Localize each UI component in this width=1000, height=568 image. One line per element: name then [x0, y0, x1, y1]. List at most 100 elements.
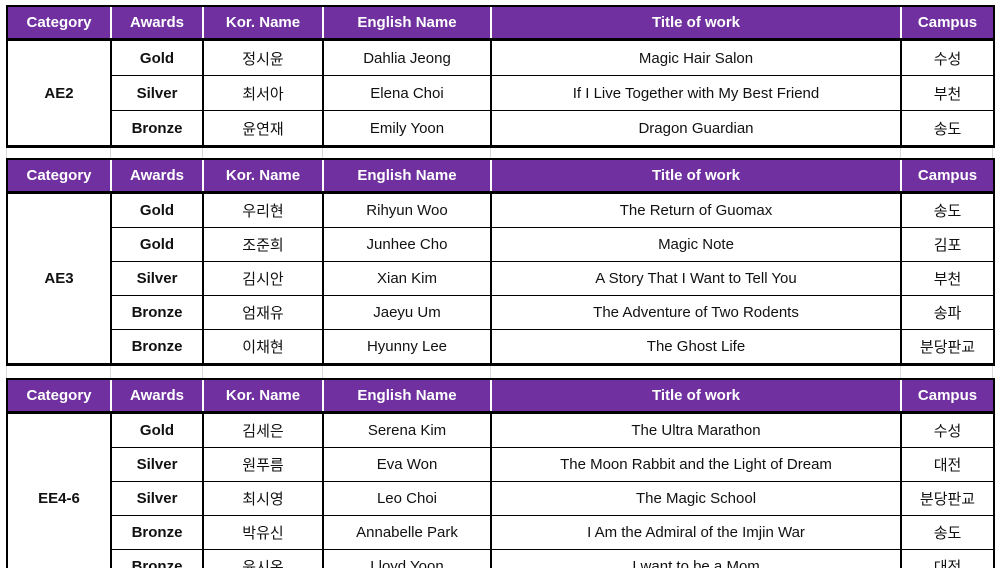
kor-name-cell: 윤시온 [202, 549, 324, 568]
title-cell: A Story That I Want to Tell You [490, 261, 902, 296]
award-cell: Gold [110, 227, 204, 262]
header-row: Category Awards Kor. Name English Name T… [6, 158, 995, 194]
award-cell: Bronze [110, 110, 204, 147]
kor-name-cell: 원푸름 [202, 447, 324, 482]
sheet-gridline-gap [6, 148, 993, 158]
english-name-cell: Annabelle Park [322, 515, 492, 550]
gridline [6, 148, 7, 158]
english-name-cell: Rihyun Woo [322, 192, 492, 228]
table-row: Bronze 이채현 Hyunny Lee The Ghost Life 분당판… [7, 329, 995, 365]
col-header-kor-name: Kor. Name [202, 5, 323, 41]
title-cell: If I Live Together with My Best Friend [490, 75, 902, 111]
gridline [992, 148, 993, 158]
table-row: Bronze 박유신 Annabelle Park I Am the Admir… [7, 515, 995, 550]
title-cell: Magic Note [490, 227, 902, 262]
gridline [900, 148, 901, 158]
english-name-cell: Junhee Cho [322, 227, 492, 262]
gridline [110, 366, 111, 378]
kor-name-cell: 윤연재 [202, 110, 324, 147]
gridline [992, 366, 993, 378]
campus-cell: 분당판교 [900, 329, 995, 365]
title-cell: The Ultra Marathon [490, 412, 902, 448]
award-cell: Silver [110, 447, 204, 482]
kor-name-cell: 이채현 [202, 329, 324, 365]
col-header-campus: Campus [900, 158, 995, 194]
kor-name-cell: 조준희 [202, 227, 324, 262]
title-cell: The Adventure of Two Rodents [490, 295, 902, 330]
english-name-cell: Xian Kim [322, 261, 492, 296]
col-header-english-name: English Name [322, 378, 491, 414]
awards-table-ae2: Category Awards Kor. Name English Name T… [6, 5, 995, 148]
col-header-kor-name: Kor. Name [202, 158, 323, 194]
category-cell: AE3 [6, 192, 112, 365]
col-header-awards: Awards [110, 5, 203, 41]
kor-name-cell: 우리현 [202, 192, 324, 228]
table-row: AE2 Gold 정시윤 Dahlia Jeong Magic Hair Sal… [6, 39, 995, 147]
col-header-category: Category [6, 378, 111, 414]
gridline [202, 366, 203, 378]
col-header-title-of-work: Title of work [490, 378, 901, 414]
col-header-awards: Awards [110, 378, 203, 414]
award-cell: Gold [110, 412, 204, 448]
gridline [110, 148, 111, 158]
campus-cell: 김포 [900, 227, 995, 262]
table-row: Silver 원푸름 Eva Won The Moon Rabbit and t… [7, 447, 995, 482]
award-cell: Bronze [110, 329, 204, 365]
title-cell: I Am the Admiral of the Imjin War [490, 515, 902, 550]
col-header-campus: Campus [900, 378, 995, 414]
english-name-cell: Dahlia Jeong [322, 39, 492, 76]
col-header-category: Category [6, 158, 111, 194]
award-cell: Gold [110, 192, 204, 228]
campus-cell: 수성 [900, 39, 995, 76]
gridline [490, 148, 491, 158]
title-cell: I want to be a Mom [490, 549, 902, 568]
campus-cell: 송도 [900, 192, 995, 228]
col-header-title-of-work: Title of work [490, 5, 901, 41]
campus-cell: 부천 [900, 75, 995, 111]
campus-cell: 송도 [900, 515, 995, 550]
col-header-category: Category [6, 5, 111, 41]
campus-cell: 부천 [900, 261, 995, 296]
table-row: Bronze 윤시온 Lloyd Yoon I want to be a Mom… [7, 549, 995, 568]
awards-table-ee4-6: Category Awards Kor. Name English Name T… [6, 378, 995, 568]
english-name-cell: Serena Kim [322, 412, 492, 448]
campus-cell: 분당판교 [900, 481, 995, 516]
campus-cell: 대전 [900, 549, 995, 568]
table-row: Silver 김시안 Xian Kim A Story That I Want … [7, 261, 995, 296]
awards-table-ae3: Category Awards Kor. Name English Name T… [6, 158, 995, 366]
table-row: Bronze 엄재유 Jaeyu Um The Adventure of Two… [7, 295, 995, 330]
award-cell: Bronze [110, 515, 204, 550]
gridline [202, 148, 203, 158]
col-header-campus: Campus [900, 5, 995, 41]
title-cell: Dragon Guardian [490, 110, 902, 147]
table-row: Gold 조준희 Junhee Cho Magic Note 김포 [7, 227, 995, 262]
kor-name-cell: 김세은 [202, 412, 324, 448]
gridline [322, 148, 323, 158]
sheet-gridline-gap [6, 366, 993, 378]
award-cell: Bronze [110, 549, 204, 568]
english-name-cell: Elena Choi [322, 75, 492, 111]
campus-cell: 수성 [900, 412, 995, 448]
col-header-kor-name: Kor. Name [202, 378, 323, 414]
award-cell: Silver [110, 261, 204, 296]
english-name-cell: Lloyd Yoon [322, 549, 492, 568]
title-cell: The Ghost Life [490, 329, 902, 365]
gridline [900, 366, 901, 378]
english-name-cell: Hyunny Lee [322, 329, 492, 365]
table-row: Silver 최서아 Elena Choi If I Live Together… [7, 75, 995, 111]
kor-name-cell: 엄재유 [202, 295, 324, 330]
table-row: EE4-6 Gold 김세은 Serena Kim The Ultra Mara… [6, 412, 995, 568]
english-name-cell: Jaeyu Um [322, 295, 492, 330]
campus-cell: 대전 [900, 447, 995, 482]
header-row: Category Awards Kor. Name English Name T… [6, 378, 995, 414]
kor-name-cell: 김시안 [202, 261, 324, 296]
award-cell: Silver [110, 481, 204, 516]
table-row: AE3 Gold 우리현 Rihyun Woo The Return of Gu… [6, 192, 995, 365]
kor-name-cell: 박유신 [202, 515, 324, 550]
category-cell: EE4-6 [6, 412, 112, 568]
title-cell: The Return of Guomax [490, 192, 902, 228]
col-header-english-name: English Name [322, 5, 491, 41]
title-cell: The Magic School [490, 481, 902, 516]
gridline [6, 366, 7, 378]
